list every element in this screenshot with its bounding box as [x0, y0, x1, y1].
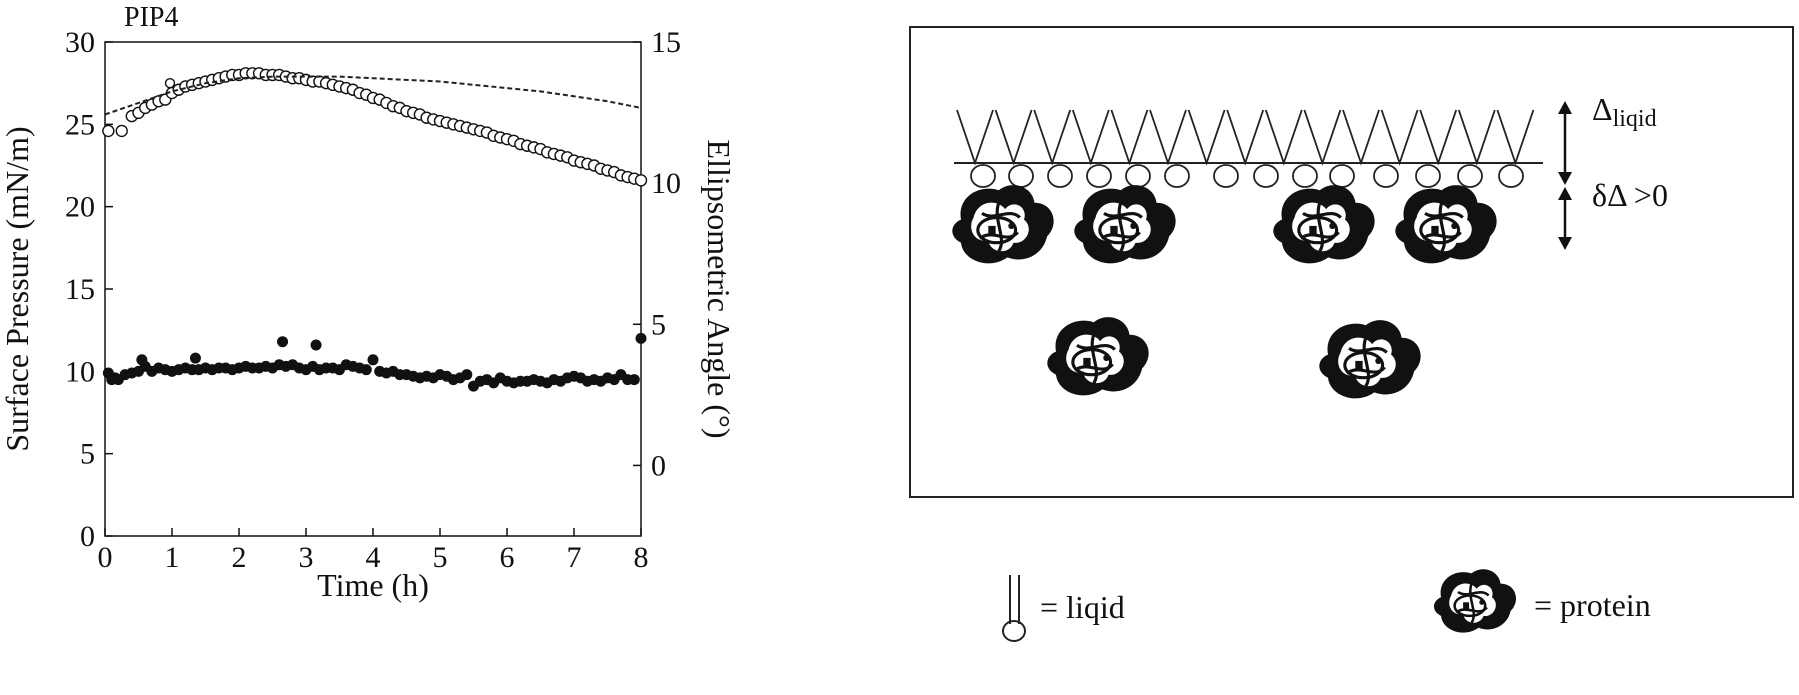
lipid-head: [1292, 164, 1318, 188]
y2-tick-label: 5: [651, 308, 666, 341]
x-tick-label: 1: [165, 541, 180, 574]
y2-tick-label: 0: [651, 449, 666, 482]
x-tick-label: 2: [232, 541, 247, 574]
lipid-tail: [1342, 109, 1380, 166]
chart-axes: 0 1 2 3 4 5 6 7 8 0 5 10 15 20 25 30 0 5 10 15: [65, 26, 681, 574]
chart-marks: [102, 67, 648, 392]
protein-legend-icon: [1432, 567, 1518, 634]
series-dashed-line: [104, 75, 642, 116]
y-tick-label: 15: [65, 273, 95, 306]
lipid-head: [1125, 164, 1151, 188]
lipid-head: [970, 164, 996, 188]
lipid-tail: [1380, 109, 1419, 166]
upper-protein-row: [950, 183, 1499, 265]
data-point-open: [634, 174, 648, 187]
y-tick-label: 25: [65, 108, 95, 141]
data-point-filled: [360, 364, 372, 376]
lipid-tail: [1071, 109, 1110, 166]
data-point-filled: [635, 332, 647, 344]
data-point-open: [115, 124, 128, 138]
x-tick-label: 5: [433, 541, 448, 574]
lipid-tail: [1226, 109, 1265, 166]
lipid-head: [1415, 164, 1441, 188]
x-tick-label: 6: [500, 541, 515, 574]
protein-icon: [1271, 183, 1377, 265]
data-point-open: [102, 124, 115, 138]
protein-icon: [1393, 183, 1499, 265]
lipid-legend-label: = liqid: [1040, 589, 1125, 625]
protein-icon: [1072, 183, 1178, 265]
legend: = liqid = protein: [1002, 567, 1651, 642]
data-point-open: [164, 77, 176, 89]
chart-title: PIP4: [124, 2, 178, 33]
protein-icon: [950, 183, 1056, 265]
lipid-tail: [1264, 109, 1303, 166]
lipid-tail: [994, 109, 1033, 166]
data-point-filled: [628, 374, 640, 386]
lipid-tail: [1149, 109, 1187, 166]
pressure-chart: 0 1 2 3 4 5 6 7 8 0 5 10 15 20 25 30 0 5 10 15 PIP4 Time (h…: [0, 2, 737, 603]
y-tick-label: 30: [65, 26, 95, 59]
lipid-head: [1047, 164, 1073, 188]
lipid-tail: [1303, 109, 1342, 166]
y-tick-label: 0: [80, 520, 95, 553]
data-point-filled: [461, 369, 473, 381]
lipid-head: [1498, 164, 1524, 188]
y-tick-label: 10: [65, 355, 95, 388]
lipid-tail: [1419, 109, 1458, 166]
y2-tick-label: 10: [651, 167, 681, 200]
x-tick-label: 7: [567, 541, 582, 574]
x-tick-label: 3: [299, 541, 314, 574]
data-point-filled: [189, 352, 201, 364]
lower-protein-row: [1045, 315, 1423, 400]
lipid-tail: [1457, 109, 1496, 166]
lipid-legend-icon: [1002, 575, 1026, 642]
protein-icon: [1045, 315, 1151, 397]
lipid-head: [1373, 164, 1399, 188]
lipid-head: [1008, 164, 1034, 188]
lipid-tail: [1110, 109, 1149, 166]
y2-tick-label: 15: [651, 26, 681, 59]
lipid-head: [1457, 164, 1483, 188]
protein-icon: [1317, 318, 1423, 400]
chart-plot-area: [104, 41, 642, 537]
lipid-head: [1253, 164, 1279, 188]
lipid-head: [1213, 164, 1239, 188]
lipid-tail: [1496, 109, 1535, 166]
x-tick-label: 4: [366, 541, 381, 574]
y-tick-label: 5: [80, 438, 95, 471]
data-point-filled: [277, 336, 289, 348]
delta-lipid-label: Δliqid: [1592, 91, 1657, 132]
lipid-tail: [956, 109, 994, 166]
lipid-head: [1329, 164, 1355, 188]
y-tick-label: 20: [65, 191, 95, 224]
x-axis-title: Time (h): [317, 567, 429, 603]
delta-change-label: δΔ >0: [1592, 177, 1668, 213]
lipid-tail: [1033, 109, 1072, 166]
lipid-tail: [1187, 109, 1226, 166]
y-axis-title: Surface Pressure (mN/m): [0, 126, 35, 451]
x-tick-label: 8: [634, 541, 649, 574]
lipid-head: [1164, 164, 1190, 188]
lipid-head: [1086, 164, 1112, 188]
data-point-filled: [310, 339, 322, 351]
plot-frame: [104, 41, 642, 537]
lipid-monolayer: [954, 109, 1543, 188]
protein-legend-label: = protein: [1534, 587, 1651, 623]
diagram-frame: [909, 26, 1794, 498]
thickness-arrows: [1558, 101, 1572, 250]
data-point-filled: [367, 354, 379, 366]
y2-axis-title: Ellipsometric Angle (°): [701, 140, 737, 439]
x-tick-label: 0: [98, 541, 113, 574]
